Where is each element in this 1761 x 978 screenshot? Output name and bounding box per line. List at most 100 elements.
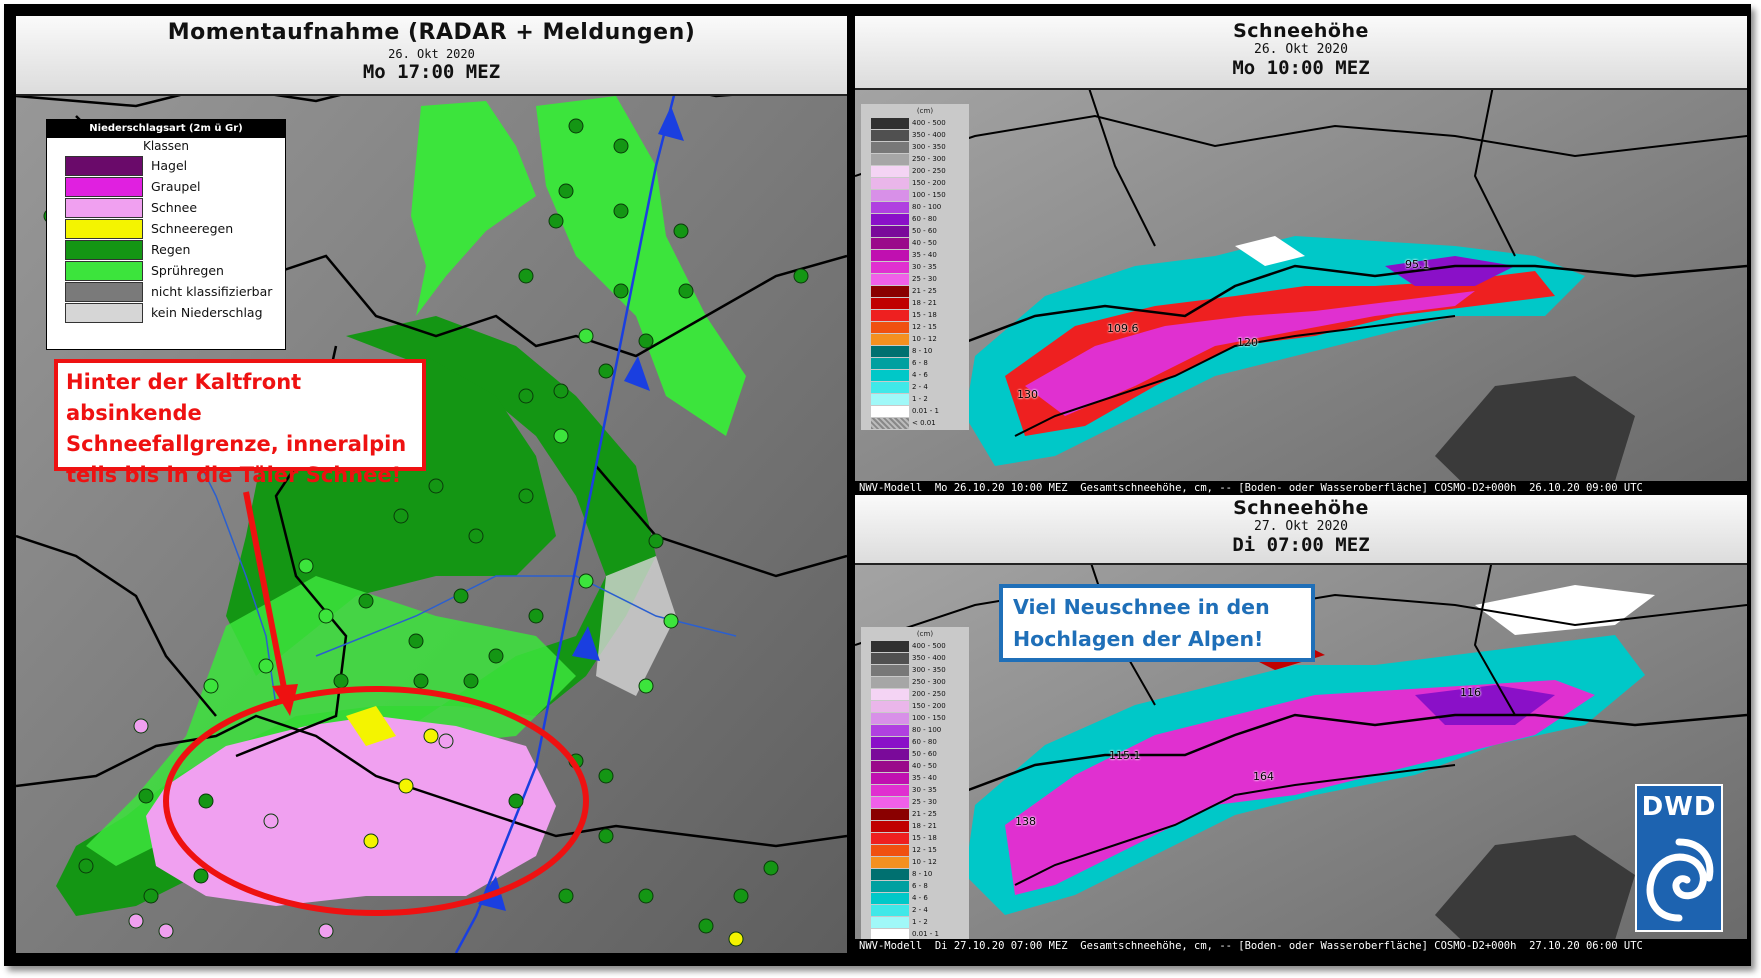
snow-legend-item: 30 - 35 [861,262,969,274]
snow-legend-swatch [871,214,909,225]
snow-legend-label: 250 - 300 [912,155,946,163]
snow-legend-item: 21 - 25 [861,286,969,298]
snow-cover [1475,585,1655,635]
snow-legend-item: 35 - 40 [861,250,969,262]
snow-legend-swatch [871,641,909,652]
snow-cover [1005,680,1595,895]
snow-legend-item: 400 - 500 [861,118,969,130]
legend-label: nicht klassifizierbar [151,284,273,299]
snow-legend-item: 18 - 21 [861,821,969,833]
snow-legend-label: 21 - 25 [912,287,937,295]
snow-top-titlebar: Schneehöhe 26. Okt 2020 Mo 10:00 MEZ [855,16,1747,90]
snow-depth-legend: (cm) 400 - 500 350 - 400 300 - 350 250 - 30… [861,104,969,430]
snow-legend-item: 300 - 350 [861,142,969,154]
snowline-annotation: Hinter der Kaltfront absinkende Schneefa… [54,359,426,487]
snow-bottom-date: 27. Okt 2020 [1254,519,1348,534]
snow-bottom-titlebar: Schneehöhe 27. Okt 2020 Di 07:00 MEZ [855,495,1747,565]
snow-legend-label: 15 - 18 [912,311,937,319]
snow-legend-label: 2 - 4 [912,906,928,914]
snow-legend-item: 40 - 50 [861,238,969,250]
snow-legend-label: 12 - 15 [912,846,937,854]
snow-legend-item: 21 - 25 [861,809,969,821]
station-markers [43,118,809,947]
cold-front-triangle [572,626,600,661]
radar-panel: Momentaufnahme (RADAR + Meldungen) 26. O… [16,16,847,953]
snow-legend-label: 6 - 8 [912,882,928,890]
snow-legend-item: 350 - 400 [861,653,969,665]
snow-legend-swatch [871,418,909,429]
snow-legend-item: < 0.01 [861,418,969,430]
snow-legend-label: 80 - 100 [912,203,942,211]
snow-legend-item: 35 - 40 [861,773,969,785]
snow-legend-item: 8 - 10 [861,869,969,881]
snow-legend-label: 350 - 400 [912,131,946,139]
snow-legend-item: 10 - 12 [861,857,969,869]
snow-bottom-time: Di 07:00 MEZ [1232,534,1370,556]
snow-legend-label: 300 - 350 [912,666,946,674]
snow-legend-item: 2 - 4 [861,905,969,917]
peak-value: 164 [1253,770,1274,783]
snow-legend-swatch [871,262,909,273]
snow-legend-item: 100 - 150 [861,190,969,202]
legend-label: kein Niederschlag [151,305,263,320]
snow-legend-swatch [871,154,909,165]
snow-legend-item: 250 - 300 [861,154,969,166]
snow-legend-swatch [871,346,909,357]
annotation-arrow [243,491,287,689]
snow-depth-map-bottom [855,495,1747,953]
legend-header: Niederschlagsart (2m ü Gr) [47,120,285,138]
radar-time: Mo 17:00 MEZ [362,61,501,83]
snow-legend-swatch [871,749,909,760]
legend-swatch [65,177,143,197]
snow-legend-swatch [871,310,909,321]
snow-legend-label: 12 - 15 [912,323,937,331]
snow-top-footer: NWV-Modell Mo 26.10.20 10:00 MEZ Gesamts… [855,481,1747,495]
snow-cover [1235,236,1305,266]
snow-legend-item: 6 - 8 [861,881,969,893]
snow-depth-panel-bottom: 116 115.1 164 138 Schneehöhe 27. Okt 202… [855,495,1747,953]
legend-item: Hagel [47,155,285,176]
snow-legend-item: 4 - 6 [861,370,969,382]
drizzle-area [411,101,536,316]
snow-legend-item: 40 - 50 [861,761,969,773]
snow-legend-label: 40 - 50 [912,239,937,247]
peak-value: 130 [1017,388,1038,401]
snow-legend-label: 18 - 21 [912,822,937,830]
snow-legend-label: 150 - 200 [912,179,946,187]
snow-legend-item: 150 - 200 [861,178,969,190]
snow-legend-label: 30 - 35 [912,263,937,271]
snow-legend-item: 1 - 2 [861,394,969,406]
snow-legend-swatch [871,737,909,748]
snow-legend-item: 30 - 35 [861,785,969,797]
snow-legend-label: 400 - 500 [912,119,946,127]
snow-legend-swatch [871,142,909,153]
snow-legend-swatch [871,725,909,736]
dwd-swirl-icon [1646,838,1714,922]
snow-legend-item: 300 - 350 [861,665,969,677]
radar-titlebar: Momentaufnahme (RADAR + Meldungen) 26. O… [16,16,847,96]
snow-legend-label: 0.01 - 1 [912,930,940,938]
legend-item: Sprühregen [47,260,285,281]
legend-unit: (cm) [916,107,934,115]
peak-value: 109.6 [1107,322,1139,335]
snow-region-ellipse [163,686,589,916]
snow-legend-swatch [871,382,909,393]
snow-legend-swatch [871,869,909,880]
snow-legend-label: 21 - 25 [912,810,937,818]
snow-legend-item: 25 - 30 [861,797,969,809]
snow-legend-item: 0.01 - 1 [861,406,969,418]
snow-legend-swatch [871,334,909,345]
dwd-logo-text: DWD [1641,792,1717,822]
peak-value: 120 [1237,336,1258,349]
legend-label: Schneeregen [151,221,234,236]
snow-legend-swatch [871,250,909,261]
snow-legend-item: 15 - 18 [861,310,969,322]
snow-bottom-title: Schneehöhe [1233,497,1369,519]
snow-legend-swatch [871,358,909,369]
snow-legend-swatch [871,917,909,928]
snow-legend-swatch [871,298,909,309]
snow-legend-label: 25 - 30 [912,275,937,283]
snow-legend-item: 15 - 18 [861,833,969,845]
snow-legend-swatch [871,130,909,141]
snow-legend-swatch [871,190,909,201]
